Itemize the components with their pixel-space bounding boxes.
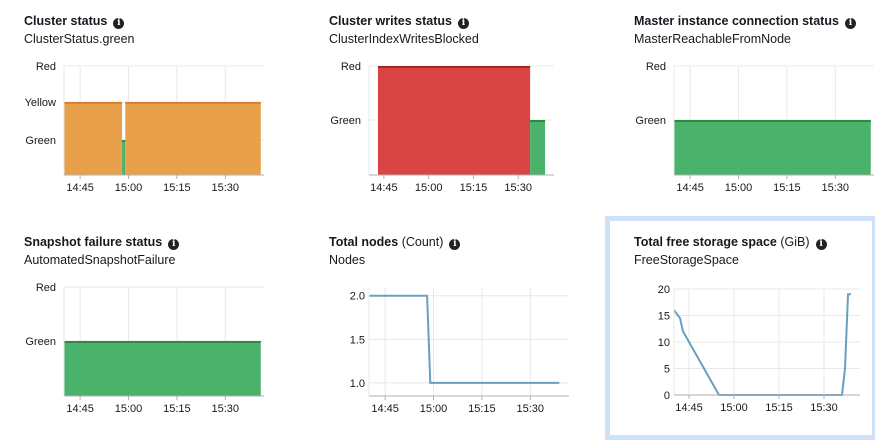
metric-name: AutomatedSnapshotFailure <box>24 253 176 267</box>
panel-title-row: Total free storage space (GiB) i <box>634 235 827 250</box>
chart-panel-cluster-status[interactable]: Cluster status i ClusterStatus.green Red Y… <box>0 0 280 210</box>
panel-title: Cluster status <box>24 14 108 28</box>
info-circle-icon[interactable]: i <box>844 18 856 29</box>
x-tick-label: 15:15 <box>163 182 191 194</box>
state-area-red <box>377 66 531 175</box>
panel-title-row: Total nodes (Count) i <box>329 235 461 250</box>
panel-title: Snapshot failure status <box>24 235 163 249</box>
x-tick-label: 15:30 <box>810 402 838 414</box>
chart-panel-snapshot-failure-status[interactable]: Snapshot failure status i AutomatedSnapsh… <box>0 221 280 431</box>
info-circle-icon[interactable]: i <box>168 239 180 250</box>
x-tick-label: 14:45 <box>371 403 399 415</box>
y-tick-label: Red <box>646 61 666 73</box>
chart-panel-total-nodes[interactable]: Total nodes (Count) i Nodes 2.0 1.5 1.0 14:4… <box>305 221 585 431</box>
y-tick-label: Red <box>36 61 56 73</box>
state-area-green <box>674 120 871 175</box>
chart-panel-master-connection-status[interactable]: Master instance connection status i Maste… <box>610 0 875 210</box>
snapshot-failure-status-chart: Red Green 14:45 15:00 15:15 15:30 <box>25 282 264 415</box>
metric-name: Nodes <box>329 253 366 267</box>
chart-panel-free-storage-space[interactable]: Total free storage space (GiB) i FreeStor… <box>605 216 875 440</box>
y-tick-label: Green <box>330 115 361 127</box>
state-area-yellow <box>64 102 123 175</box>
y-tick-label: 20 <box>658 284 670 296</box>
panel-title: Cluster writes status <box>329 14 452 28</box>
x-tick-label: 15:30 <box>517 403 545 415</box>
x-tick-label: 15:00 <box>415 182 443 194</box>
info-circle-icon[interactable]: i <box>113 18 125 29</box>
y-tick-label: 2.0 <box>350 291 365 303</box>
state-area-green <box>530 120 546 175</box>
x-tick-label: 15:15 <box>460 182 488 194</box>
x-tick-label: 15:00 <box>720 402 748 414</box>
panel-title: Total nodes <box>329 235 399 249</box>
chart-panel-cluster-writes-status[interactable]: Cluster writes status i ClusterIndexWrite… <box>305 0 585 210</box>
x-tick-label: 14:45 <box>370 182 398 194</box>
x-tick-label: 15:30 <box>212 403 240 415</box>
x-tick-label: 15:00 <box>115 403 143 415</box>
x-tick-label: 15:00 <box>115 182 143 194</box>
x-tick-label: 15:30 <box>212 182 240 194</box>
info-circle-icon[interactable]: i <box>457 18 469 29</box>
y-tick-label: Green <box>635 115 666 127</box>
x-tick-label: 15:30 <box>504 182 532 194</box>
cluster-status-chart: Red Yellow Green 14:45 15:00 15:15 15:30 <box>25 61 264 194</box>
panel-title-row: Cluster status i <box>24 14 125 29</box>
y-tick-label: Red <box>341 61 361 73</box>
y-tick-label: Green <box>25 135 56 147</box>
y-tick-label: 1.5 <box>350 334 365 346</box>
y-tick-label: 15 <box>658 311 670 323</box>
state-area-green <box>64 341 261 396</box>
metric-name: ClusterIndexWritesBlocked <box>329 32 479 46</box>
panel-title-row: Master instance connection status i <box>634 14 856 29</box>
panel-unit: (GiB) <box>780 235 810 249</box>
x-tick-label: 15:30 <box>822 182 850 194</box>
panel-title: Total free storage space <box>634 235 777 249</box>
x-tick-label: 15:00 <box>725 182 753 194</box>
x-tick-label: 14:45 <box>66 182 94 194</box>
panel-title: Master instance connection status <box>634 14 839 28</box>
y-tick-label: Yellow <box>25 97 56 109</box>
x-tick-label: 15:15 <box>468 403 496 415</box>
metric-name: MasterReachableFromNode <box>634 32 792 46</box>
total-nodes-chart: 2.0 1.5 1.0 14:45 15:00 15:15 15:30 <box>350 287 569 415</box>
cluster-writes-status-chart: Red Green 14:45 15:00 15:15 15:30 <box>330 61 554 194</box>
x-tick-label: 14:45 <box>676 182 704 194</box>
metric-name: FreeStorageSpace <box>634 253 739 267</box>
panel-title-row: Snapshot failure status i <box>24 235 180 250</box>
x-tick-label: 14:45 <box>675 402 703 414</box>
x-tick-label: 15:00 <box>420 403 448 415</box>
x-tick-label: 15:15 <box>163 403 191 415</box>
y-tick-label: 0 <box>664 390 670 402</box>
metric-name: ClusterStatus.green <box>24 32 135 46</box>
free-storage-space-chart: 20 15 10 5 0 14:45 15:00 15:15 15:30 <box>658 284 860 414</box>
panel-unit: (Count) <box>401 235 444 249</box>
master-connection-status-chart: Red Green 14:45 15:00 15:15 15:30 <box>635 61 874 194</box>
panel-title-row: Cluster writes status i <box>329 14 469 29</box>
y-tick-label: Green <box>25 336 56 348</box>
info-circle-icon[interactable]: i <box>449 239 461 250</box>
y-tick-label: 5 <box>664 364 670 376</box>
x-tick-label: 15:15 <box>773 182 801 194</box>
y-tick-label: 1.0 <box>350 378 365 390</box>
y-tick-label: Red <box>36 282 56 294</box>
state-area-yellow <box>125 102 261 175</box>
x-tick-label: 14:45 <box>66 403 94 415</box>
state-area-green <box>122 140 126 175</box>
info-circle-icon[interactable]: i <box>815 239 827 250</box>
x-tick-label: 15:15 <box>765 402 793 414</box>
series-line <box>369 294 560 384</box>
y-tick-label: 10 <box>658 337 670 349</box>
